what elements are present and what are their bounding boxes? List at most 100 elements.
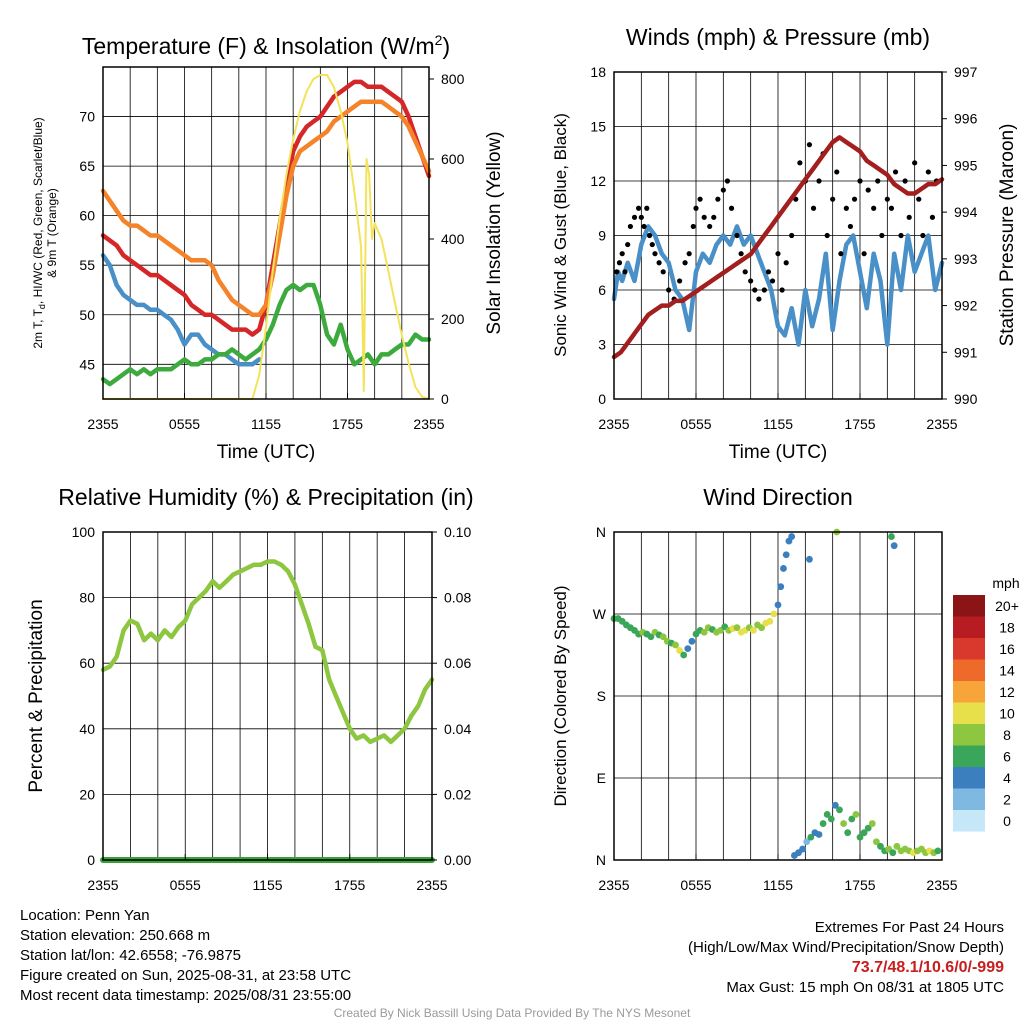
gust-point [697, 196, 703, 202]
legend-swatch [953, 767, 985, 789]
gust-point [631, 214, 638, 220]
gust-point [638, 214, 644, 220]
gust-point [916, 196, 922, 202]
direction-point [819, 820, 827, 827]
gust-point [756, 296, 762, 302]
gust-point [765, 269, 772, 275]
station-info-line: Location: Penn Yan [20, 907, 150, 924]
gust-point [884, 196, 890, 202]
x-tick-label: 0555 [169, 416, 200, 432]
x-tick-label: 1155 [763, 877, 793, 893]
gust-point [656, 260, 662, 266]
temperature-x-ticks: 2355 0555 1155 1755 2355 [87, 393, 445, 432]
direction-point [807, 833, 815, 841]
gust-point [614, 269, 620, 275]
winds-title: Winds (mph) & Pressure (mb) [626, 24, 930, 50]
humidity-y-ticks: 0 20 40 60 80 100 [72, 524, 96, 868]
direction-point [890, 542, 898, 550]
gust-point [720, 187, 726, 193]
legend-swatch [953, 638, 985, 660]
y-tick-label: 18 [590, 64, 606, 80]
gust-point [888, 205, 895, 211]
winds-x-ticks: 2355 0555 1155 1755 2355 [598, 393, 958, 432]
y2-tick-label: 0.10 [444, 524, 471, 540]
legend-swatch [953, 702, 985, 724]
y2-tick-label: 996 [954, 111, 978, 127]
station-info-line: Most recent data timestamp: 2025/08/31 2… [20, 987, 352, 1004]
gust-point [925, 169, 931, 175]
winds-grid [614, 71, 942, 400]
wind-direction-title: Wind Direction [703, 484, 853, 510]
legend-label: 6 [1003, 749, 1011, 765]
gust-point [738, 251, 744, 257]
gust-point [875, 178, 881, 184]
series-line-2 [611, 135, 945, 360]
x-tick-label: 2355 [926, 416, 957, 432]
legend-title: mph [992, 575, 1019, 591]
direction-point [827, 815, 835, 823]
temperature-x-label: Time (UTC) [217, 442, 316, 463]
direction-point [934, 847, 942, 855]
gust-point [644, 205, 650, 211]
legend-label: 12 [999, 684, 1015, 700]
temperature-y-label: 2m T, Td, HI/WC (Red, Green, Scarlet/Blu… [31, 117, 47, 348]
gust-point [892, 169, 899, 175]
direction-point [733, 624, 741, 632]
y-tick-label: 0 [87, 852, 95, 868]
winds-y-label: Sonic Wind & Gust (Blue, Black) [551, 113, 570, 357]
insolation-y2-label: Solar Insolation (Yellow) [484, 131, 505, 334]
wind-direction-y-label: Direction (Colored By Speed) [551, 585, 570, 806]
y-tick-label: 15 [590, 119, 606, 135]
gust-point [742, 269, 748, 275]
gust-point [857, 178, 863, 184]
y-tick-label: 3 [598, 337, 606, 353]
x-tick-label: 0555 [680, 877, 711, 893]
winds-panel: Winds (mph) & Pressure (mb) 2355 0555 1155… [551, 24, 1018, 463]
gust-point [728, 205, 735, 211]
y-tick-label: 50 [79, 307, 95, 323]
x-tick-label: 1755 [332, 416, 363, 432]
gust-point [783, 260, 789, 266]
humidity-y-label: Percent & Precipitation [26, 599, 47, 792]
gust-point [748, 278, 754, 284]
direction-point [840, 820, 847, 827]
series-line-3 [100, 282, 432, 387]
legend-swatch [953, 659, 985, 681]
series-line-0 [611, 224, 945, 347]
legend-swatch [953, 745, 985, 767]
x-tick-label: 1755 [844, 877, 875, 893]
gust-point [902, 178, 908, 184]
gust-point [920, 232, 926, 239]
gust-point [838, 251, 844, 257]
humidity-title: Relative Humidity (%) & Precipitation (i… [58, 484, 473, 510]
gust-point [641, 223, 647, 230]
direction-point [893, 842, 901, 850]
y-tick-label: S [597, 688, 606, 704]
direction-point [803, 838, 811, 846]
legend-swatch [953, 681, 985, 703]
direction-point [832, 801, 839, 809]
humidity-y2-ticks: 0.00 0.02 0.04 0.06 0.08 0.10 [432, 524, 471, 868]
direction-point [836, 806, 843, 814]
temperature-panel: Temperature (F) & Insolation (W/m2) 2355… [31, 32, 505, 463]
gust-point [775, 251, 781, 257]
direction-point [852, 811, 860, 818]
gust-point [851, 196, 858, 202]
temperature-title: Temperature (F) & Insolation (W/m2) [82, 32, 450, 59]
temperature-y2-ticks: 0 200 400 600 800 [429, 71, 465, 407]
x-tick-label: 1755 [844, 416, 875, 432]
legend-label: 4 [1003, 770, 1011, 786]
direction-point [647, 633, 655, 641]
series-line-2 [100, 99, 432, 318]
legend-label: 18 [999, 620, 1015, 636]
y2-tick-label: 800 [441, 71, 465, 87]
y-tick-label: 6 [598, 282, 606, 298]
legend-swatch [953, 595, 985, 617]
y2-tick-label: 0.02 [444, 786, 471, 802]
y-tick-label: E [597, 770, 606, 786]
y-tick-label: 20 [79, 786, 95, 802]
gust-point [797, 160, 803, 166]
gust-point [816, 178, 822, 184]
gust-point [824, 232, 830, 239]
gust-point [834, 169, 840, 175]
